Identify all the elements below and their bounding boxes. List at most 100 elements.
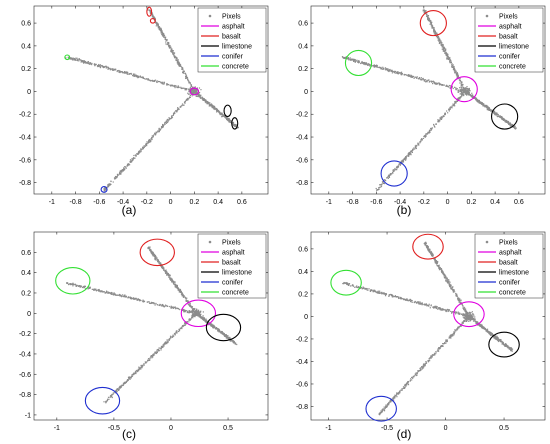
pixel-point [454,105,456,107]
pixel-point [171,281,173,283]
pixel-point [125,381,127,384]
pixel-point [429,20,432,22]
pixel-point [217,109,220,112]
pixel-point [458,301,460,303]
pixel-point [195,312,197,314]
pixel-point [189,87,192,89]
pixel-point [411,75,414,77]
pixel-point [112,69,114,71]
pixel-point [174,333,176,335]
pixel-point [421,303,423,305]
pixel-point [228,120,230,122]
pixel-point [179,288,181,291]
pixel-point [154,80,156,83]
pixel-point [146,144,148,147]
pixel-point [415,302,418,304]
pixel-point [229,337,231,339]
pixel-point [160,345,163,348]
pixel-point [467,90,470,92]
pixel-point [358,60,360,63]
pixel-point [191,91,193,94]
pixel-point [460,89,462,91]
pixel-point [174,56,176,58]
pixel-point [380,67,383,70]
pixel-point [156,81,158,84]
pixel-point [158,128,160,130]
pixel-point [142,76,144,79]
pixel-point [419,141,421,143]
pixel-point [173,283,175,285]
pixel-point [459,77,461,80]
pixel-point [176,86,178,89]
pixel-point [443,47,446,49]
pixel-point [183,324,186,327]
pixel-point [486,107,489,109]
pixel-point [171,51,173,53]
pixel-point [467,88,469,90]
pixel-point [216,328,219,330]
pixel-point [97,65,99,68]
pixel-point [471,96,473,98]
pixel-point [109,67,111,70]
y-tick-label: -0.2 [19,112,31,119]
pixel-point [192,86,194,88]
pixel-point [129,161,131,163]
pixel-point [137,76,139,78]
pixel-point [447,280,449,282]
pixel-point [166,118,169,121]
pixel-point [170,84,172,86]
x-tick-label: -0.2 [141,199,153,206]
x-tick-label: -0.8 [347,199,359,206]
pixel-point [448,284,450,286]
pixel-point [87,61,90,63]
legend-label: concrete [499,64,526,71]
pixel-point [162,33,165,35]
pixel-point [152,302,154,304]
pixel-point [409,151,411,154]
pixel-point [174,111,176,113]
pixel-point [74,58,76,61]
pixel-point [231,123,234,125]
pixel-point [461,313,463,315]
pixel-point [124,166,127,168]
pixel-point [157,24,159,26]
pixel-point [177,63,179,65]
pixel-point [152,135,154,137]
pixel-point [356,59,358,61]
x-tick-label: 0.6 [237,199,247,206]
pixel-point [182,309,184,311]
x-tick-label: -0.4 [394,199,406,206]
pixel-point [110,293,113,295]
pixel-point [115,175,117,178]
pixel-point [414,145,416,147]
pixel-point [394,169,396,171]
pixel-point [162,82,164,84]
x-tick-label: 0 [444,425,448,432]
pixel-point [215,110,218,112]
pixel-point [175,286,177,289]
pixel-point [429,307,431,309]
pixel-point [148,359,150,361]
pixel-point [161,303,164,306]
pixel-point [127,72,129,74]
pixel-point [424,242,426,245]
pixel-point [192,89,195,92]
pixel-point [180,327,182,329]
pixel-point [514,125,516,127]
pixel-point [449,108,451,111]
pixel-point [354,61,356,63]
pixel-point [494,112,496,114]
pixel-point [503,118,506,121]
pixel-point [455,73,458,75]
pixel-point [175,286,177,288]
pixel-point [436,308,439,310]
pixel-point [137,151,140,153]
pixel-point [121,170,123,172]
pixel-point [448,84,450,87]
pixel-point [194,91,196,93]
pixel-point [188,90,190,92]
pixel-point [500,116,502,119]
pixel-point [429,252,432,254]
pixel-point [189,304,191,306]
pixel-point [89,63,91,65]
